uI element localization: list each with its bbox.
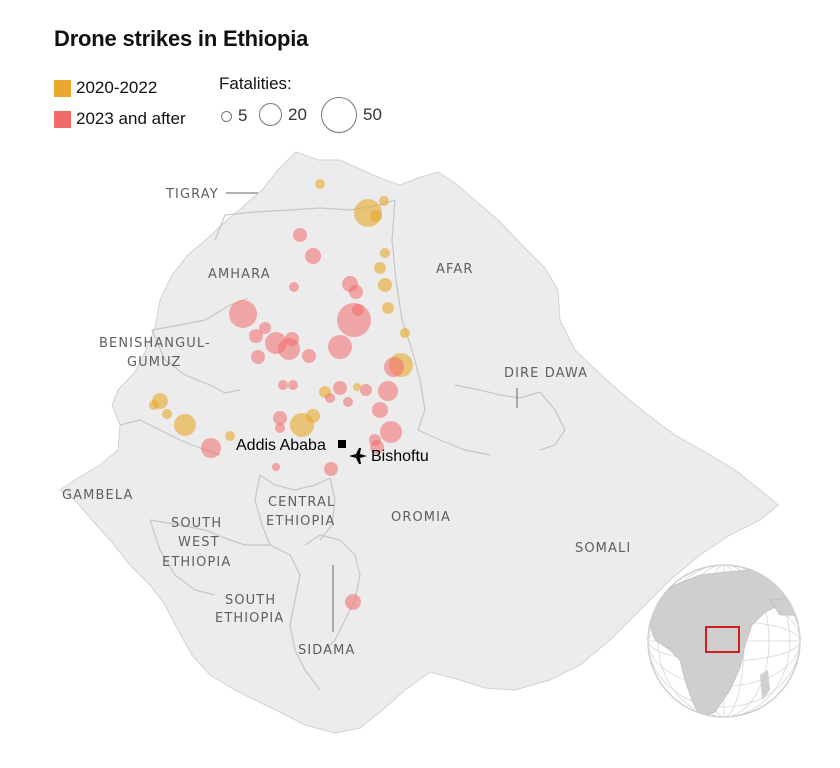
size-circle-large — [321, 97, 357, 133]
strike-point — [325, 393, 335, 403]
locator-box — [705, 626, 740, 653]
region-label-southwest-1: SOUTH — [171, 516, 222, 531]
strike-point — [384, 357, 404, 377]
region-label-south-2: ETHIOPIA — [215, 611, 284, 626]
map-title: Drone strikes in Ethiopia — [54, 26, 309, 51]
strike-point — [162, 409, 172, 419]
region-label-benishangul-2: GUMUZ — [127, 355, 182, 370]
region-label-tigray: TIGRAY — [165, 187, 219, 202]
strike-point — [289, 282, 299, 292]
region-label-central-2: ETHIOPIA — [266, 514, 335, 529]
strike-point — [293, 228, 307, 242]
strike-point — [378, 278, 392, 292]
strike-point — [333, 381, 347, 395]
strike-point — [374, 262, 386, 274]
strike-point — [229, 300, 257, 328]
strike-point — [378, 381, 398, 401]
fatalities-legend-20: 20 — [259, 103, 307, 126]
strike-point — [149, 400, 159, 410]
strike-point — [249, 329, 263, 343]
legend-label-early: 2020-2022 — [76, 78, 158, 97]
fatalities-legend-title: Fatalities: — [219, 74, 292, 93]
strike-point — [349, 285, 363, 299]
globe-locator-icon — [647, 564, 801, 718]
fatalities-label-20: 20 — [288, 104, 307, 124]
strike-point — [328, 335, 352, 359]
strike-point — [315, 179, 325, 189]
fatalities-legend-5: 5 — [221, 106, 247, 126]
strike-point — [382, 302, 394, 314]
legend-swatch-late — [54, 110, 71, 128]
region-label-south-1: SOUTH — [225, 593, 276, 608]
strike-point — [225, 431, 235, 441]
city-label-bishoftu: Bishoftu — [371, 448, 429, 465]
region-borders — [119, 199, 566, 691]
region-label-central-1: CENTRAL — [268, 495, 335, 510]
airplane-icon — [349, 448, 367, 464]
strike-point — [285, 332, 299, 346]
strike-point — [360, 384, 372, 396]
strike-point — [345, 594, 361, 610]
region-label-gambela: GAMBELA — [62, 488, 133, 503]
fatalities-label-50: 50 — [363, 105, 382, 124]
square-marker-icon — [338, 440, 346, 448]
region-label-sidama: SIDAMA — [298, 643, 355, 658]
region-label-southwest-3: ETHIOPIA — [162, 555, 231, 570]
strike-point — [370, 210, 382, 222]
legend-swatch-early — [54, 79, 71, 97]
strike-point — [302, 349, 316, 363]
fatalities-legend-50: 50 — [321, 97, 382, 133]
strike-point — [343, 397, 353, 407]
region-label-southwest-2: WEST — [178, 535, 220, 550]
region-label-oromia: OROMIA — [391, 510, 451, 525]
strike-point — [275, 423, 285, 433]
strike-point — [379, 196, 389, 206]
strike-point — [380, 248, 390, 258]
strike-point — [201, 438, 221, 458]
strike-point — [305, 248, 321, 264]
strike-point — [353, 383, 361, 391]
region-label-afar: AFAR — [436, 262, 474, 277]
strike-point — [174, 414, 196, 436]
region-label-somali: SOMALI — [575, 541, 631, 556]
strike-point — [372, 402, 388, 418]
size-circle-small — [221, 110, 232, 122]
region-label-benishangul-1: BENISHANGUL- — [99, 336, 211, 351]
legend-item-2023-after: 2023 and after — [54, 109, 186, 129]
city-label-addis-ababa: Addis Ababa — [236, 437, 326, 454]
strike-point — [380, 421, 402, 443]
strike-point — [400, 328, 410, 338]
strike-point — [288, 380, 298, 390]
strike-point — [278, 380, 288, 390]
region-label-amhara: AMHARA — [208, 267, 271, 282]
region-label-dire-dawa: DIRE DAWA — [504, 366, 588, 381]
legend-label-late: 2023 and after — [76, 109, 186, 128]
size-circle-medium — [259, 103, 282, 126]
strike-point — [259, 322, 271, 334]
strikes-2020-2022 — [149, 179, 413, 441]
leader-lines — [226, 192, 518, 632]
strike-point — [324, 462, 338, 476]
ethiopia-land — [59, 151, 779, 734]
strike-point — [251, 350, 265, 364]
strikes-2023-after — [201, 228, 404, 610]
legend-item-2020-2022: 2020-2022 — [54, 78, 157, 98]
strike-point — [352, 304, 364, 316]
strike-point — [273, 411, 287, 425]
strike-point — [290, 413, 314, 437]
strike-point — [369, 434, 381, 446]
strike-point — [272, 463, 280, 471]
fatalities-label-5: 5 — [238, 106, 248, 125]
